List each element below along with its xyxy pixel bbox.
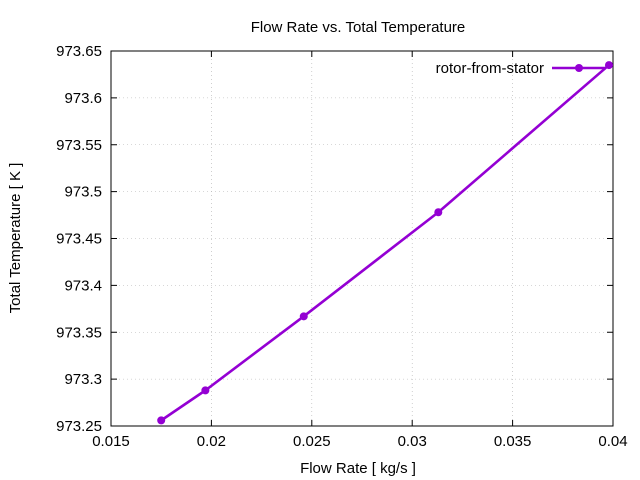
y-tick-label: 973.35 xyxy=(56,324,102,341)
x-tick-label: 0.02 xyxy=(197,433,226,450)
data-point xyxy=(604,61,613,70)
x-tick-label: 0.035 xyxy=(494,433,532,450)
grid xyxy=(110,50,614,427)
data-point xyxy=(157,416,166,425)
y-tick-label: 973.65 xyxy=(56,43,102,60)
y-tick-label: 973.5 xyxy=(64,184,102,201)
y-tick-label: 973.45 xyxy=(56,231,102,248)
legend-marker xyxy=(575,64,583,72)
data-point xyxy=(434,208,443,217)
y-tick-label: 973.3 xyxy=(64,371,102,388)
plot-border xyxy=(110,50,614,427)
legend: rotor-from-stator xyxy=(436,60,606,77)
legend-label: rotor-from-stator xyxy=(436,60,544,77)
x-tick-label: 0.03 xyxy=(398,433,427,450)
y-tick-label: 973.4 xyxy=(64,277,102,294)
chart-title: Flow Rate vs. Total Temperature xyxy=(251,19,466,36)
y-axis-label: Total Temperature [ K ] xyxy=(7,163,24,314)
data-point xyxy=(201,386,210,395)
x-tick-label: 0.025 xyxy=(293,433,331,450)
y-tick-label: 973.25 xyxy=(56,418,102,435)
y-tick-label: 973.55 xyxy=(56,137,102,154)
series-layer xyxy=(157,61,613,425)
plot-frame xyxy=(110,50,614,427)
x-axis-label: Flow Rate [ kg/s ] xyxy=(300,460,416,477)
x-tick-label: 0.04 xyxy=(598,433,627,450)
series-line xyxy=(160,64,610,422)
axis-ticks: 0.015 0.02 0.025 0.03 0.035 0.04 973.25 973.3 97… xyxy=(56,43,627,450)
y-tick-label: 973.6 xyxy=(64,90,102,107)
x-tick-label: 0.015 xyxy=(92,433,130,450)
data-point xyxy=(299,312,308,321)
